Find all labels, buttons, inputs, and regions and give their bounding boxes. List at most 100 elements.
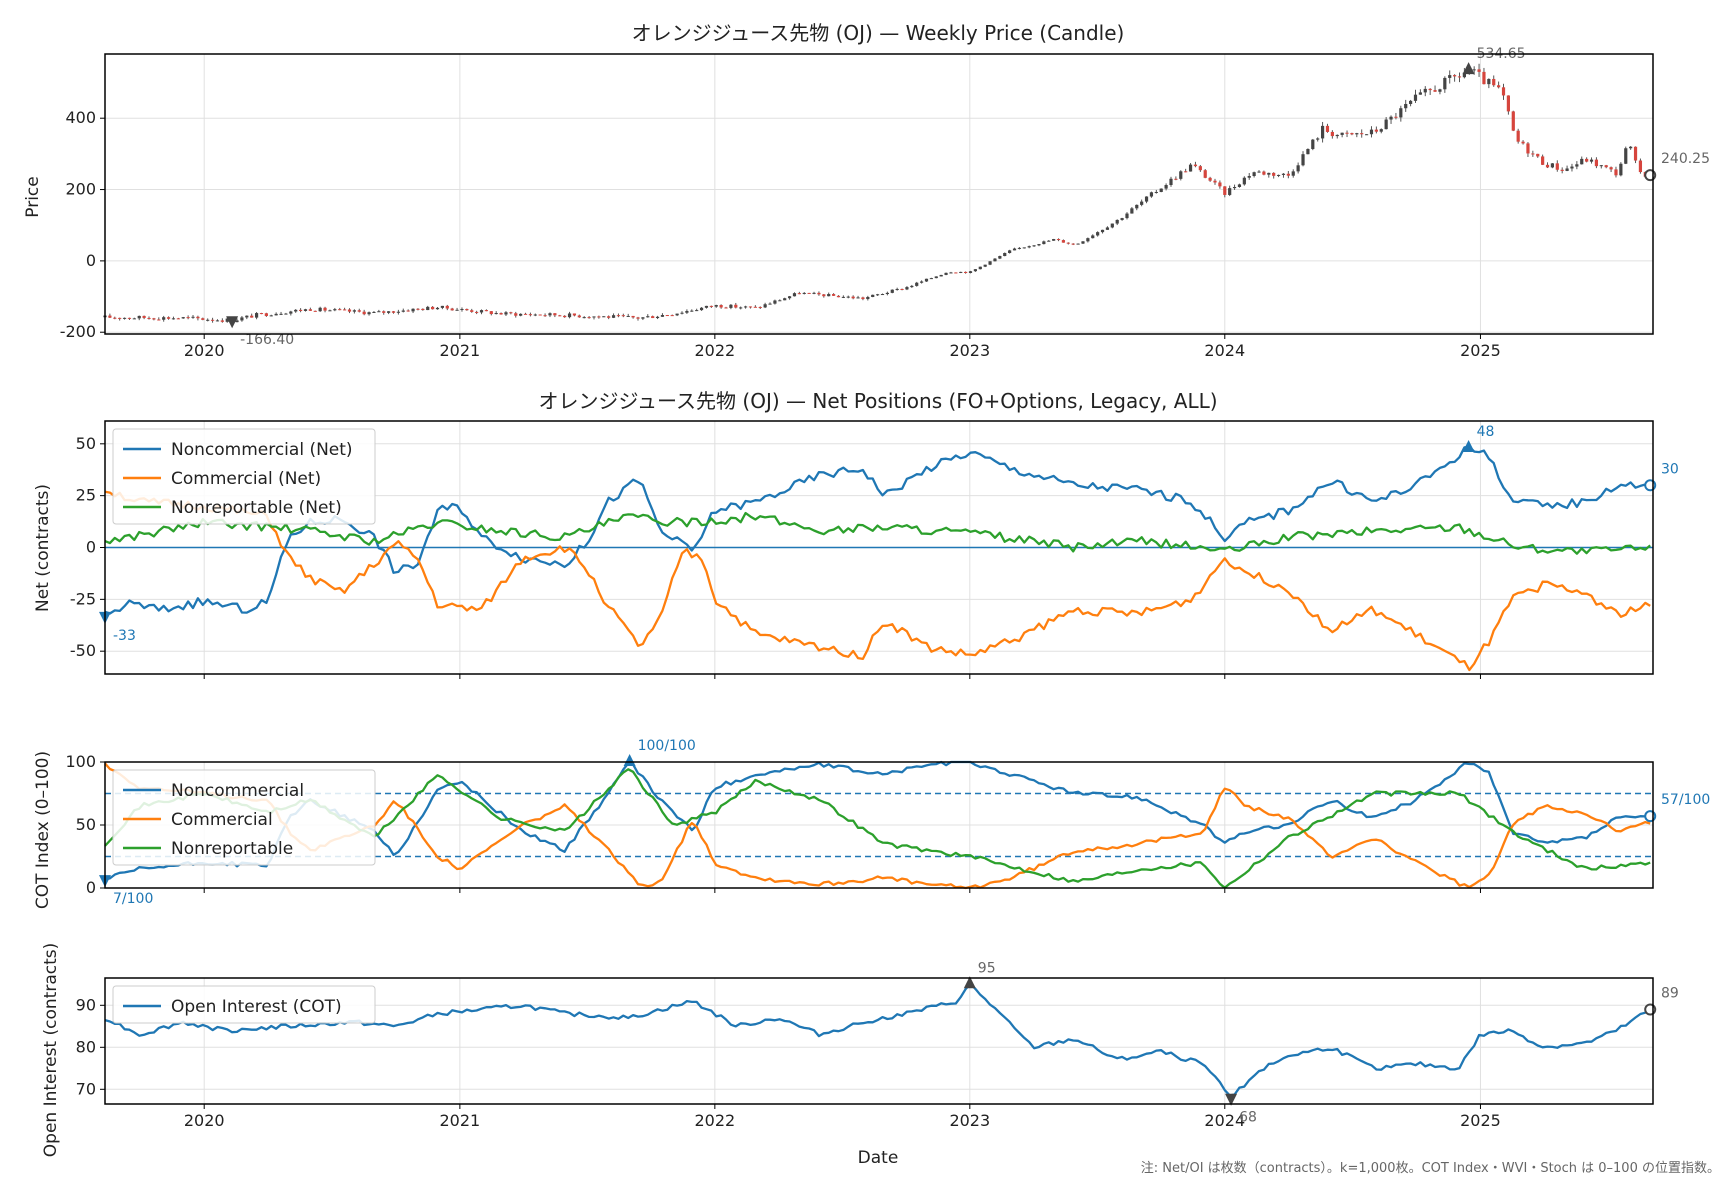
candle-body [431, 306, 435, 310]
candle-body [489, 311, 493, 315]
candle-body [802, 292, 806, 294]
y-tick-label: -50 [70, 641, 96, 660]
candle-body [954, 272, 958, 274]
candle-body [753, 306, 757, 308]
candle-body [1531, 153, 1535, 155]
candle-body [1340, 132, 1344, 135]
candle-body [1125, 213, 1129, 219]
candle-body [959, 271, 963, 273]
candle-body [1193, 164, 1198, 167]
y-tick-label: 50 [76, 815, 96, 834]
candle-body [1369, 129, 1374, 135]
candle-body [1281, 173, 1286, 175]
candle-body [709, 305, 713, 307]
candle-body [577, 315, 581, 318]
y-tick-label: 0 [86, 878, 96, 897]
candle-body [157, 319, 161, 321]
candle-body [1296, 165, 1300, 172]
max-marker [1462, 439, 1475, 452]
series-line [104, 445, 1651, 615]
candle-body [1164, 185, 1168, 189]
candle-body [220, 320, 224, 322]
candle-body [1135, 204, 1139, 209]
candle-body [1149, 192, 1154, 197]
last-annotation: 89 [1661, 986, 1679, 1002]
candle-body [690, 310, 694, 312]
candle-body [1575, 164, 1579, 167]
legend-label: Nonreportable [171, 839, 293, 859]
candle-body [1536, 153, 1540, 157]
candle-body [284, 313, 288, 315]
candle-body [1511, 111, 1515, 131]
candle-body [421, 308, 425, 311]
candle-body [1560, 169, 1564, 171]
candle-body [1144, 196, 1149, 202]
candle-body [1140, 201, 1144, 205]
candle-body [387, 311, 391, 313]
candle-body [411, 308, 415, 312]
candle-body [1105, 227, 1110, 230]
candle-body [831, 294, 836, 296]
candle-body [1257, 171, 1261, 173]
candle-body [1594, 159, 1599, 167]
x-tick-label: 2021 [440, 341, 481, 360]
candle-body [250, 315, 254, 318]
candle-body [621, 315, 625, 317]
candle-body [343, 309, 347, 311]
candle-body [484, 310, 489, 312]
candle-body [846, 296, 850, 298]
candle-body [323, 307, 327, 311]
cot-index-panel: 0 50 100 Noncommercial Commercial Nonreportab… [65, 738, 1710, 907]
candle-body [372, 311, 376, 313]
candle-body [739, 307, 743, 309]
candle-body [367, 312, 371, 315]
candle-body [1487, 78, 1491, 85]
y-tick-label: -25 [70, 589, 96, 608]
candle-body [1071, 243, 1075, 245]
candle-body [245, 315, 249, 318]
candle-body [1008, 250, 1012, 253]
candle-body [758, 306, 762, 308]
candle-body [915, 282, 919, 286]
net-axis-label: Net (contracts) [33, 484, 53, 612]
last-annotation: 57/100 [1661, 792, 1710, 808]
candle-body [611, 315, 616, 318]
candle-body [1384, 119, 1388, 130]
candle-body [1081, 241, 1085, 244]
candle-body [362, 311, 366, 315]
candle-body [215, 320, 220, 322]
candle-body [235, 320, 239, 323]
candle-body [440, 305, 445, 308]
legend-label: Noncommercial (Net) [171, 440, 353, 460]
candle-body [108, 315, 112, 318]
candle-body [1545, 164, 1550, 168]
candle-body [1223, 186, 1227, 195]
candle-body [1360, 133, 1364, 135]
min-marker [226, 316, 239, 329]
candle-body [533, 314, 537, 316]
net-panel-title: オレンジジュース先物 (OJ) — Net Positions (FO+Opti… [538, 389, 1217, 413]
candle-body [264, 313, 268, 316]
footer-note: 注: Net/OI は枚数（contracts）。k=1,000枚。COT In… [1141, 1161, 1720, 1176]
candle-body [1443, 77, 1447, 90]
candle-body [1154, 191, 1158, 193]
candle-body [1570, 166, 1574, 169]
candle-body [294, 309, 298, 312]
min-annotation: -33 [113, 628, 136, 644]
candle-body [841, 296, 845, 298]
x-tick-label: 2020 [184, 1111, 225, 1130]
candle-body [1130, 208, 1134, 214]
candle-body [538, 314, 542, 316]
candle-body [206, 319, 210, 321]
x-tick-label: 2022 [694, 1111, 735, 1130]
candle-body [724, 307, 728, 309]
y-tick-label: 50 [76, 434, 96, 453]
candle-body [1306, 148, 1310, 155]
candle-body [318, 307, 322, 312]
candle-body [1497, 85, 1501, 88]
y-tick-label: -200 [60, 322, 96, 341]
candle-body [1003, 252, 1007, 257]
candle-body [1428, 88, 1432, 91]
candle-body [973, 269, 978, 272]
candle-body [127, 317, 132, 319]
